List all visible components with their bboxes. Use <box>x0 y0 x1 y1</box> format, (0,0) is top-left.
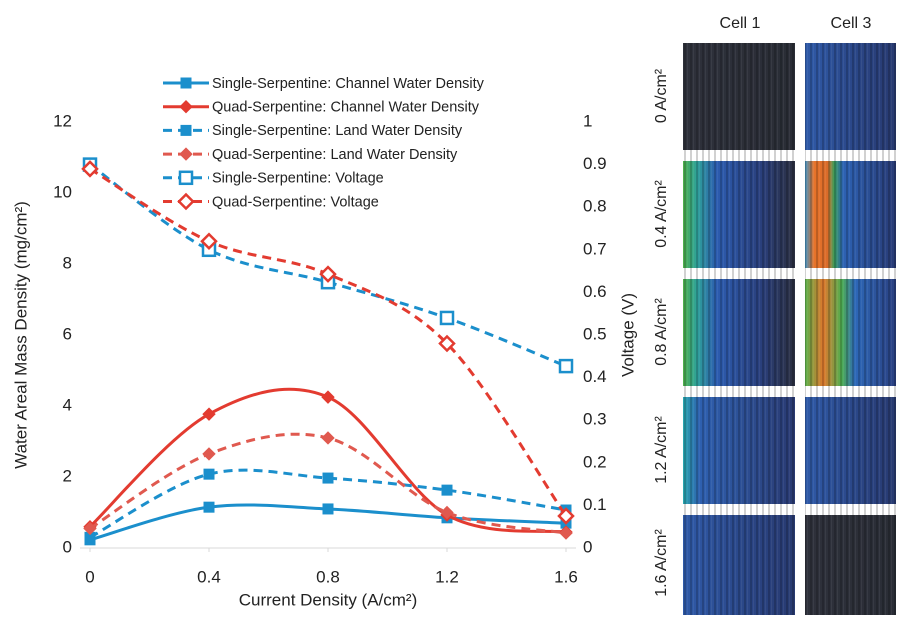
y-tick-label: 2 <box>63 466 72 485</box>
marker <box>180 124 192 136</box>
y2-tick-label: 0.9 <box>583 154 607 173</box>
series-line <box>89 468 567 539</box>
y2-tick-label: 0.2 <box>583 452 607 471</box>
y-tick-label: 4 <box>63 395 72 414</box>
y-axis-title: Water Areal Mass Density (mg/cm²) <box>11 201 30 469</box>
y2-tick-label: 0.5 <box>583 324 607 343</box>
marker <box>202 407 216 421</box>
marker <box>440 505 454 520</box>
marker <box>321 390 335 404</box>
marker <box>83 521 97 536</box>
legend-entry: Quad-Serpentine: Voltage <box>163 192 379 211</box>
legend-label: Single-Serpentine: Voltage <box>212 171 384 187</box>
row-label: 0 A/cm² <box>653 68 670 123</box>
marker <box>180 77 192 89</box>
marker <box>558 358 574 374</box>
row-label: 1.2 A/cm² <box>653 416 670 484</box>
legend-entry: Single-Serpentine: Land Water Density <box>163 123 463 139</box>
y2-tick-label: 0.4 <box>583 367 607 386</box>
image-panel: Cell 1 Cell 3 0 A/cm² 0.4 A/cm² 0.8 A/cm… <box>653 15 896 615</box>
row-label: 0.8 A/cm² <box>653 298 670 366</box>
x-axis-title: Current Density (A/cm²) <box>239 590 418 609</box>
y-tick-label: 6 <box>63 324 72 343</box>
legend-label: Quad-Serpentine: Land Water Density <box>212 147 458 163</box>
y2-tick-label: 0.1 <box>583 495 607 514</box>
x-tick-label: 1.2 <box>435 567 459 586</box>
marker <box>202 447 216 461</box>
y2-tick-label: 0.7 <box>583 239 607 258</box>
marker <box>319 265 337 283</box>
marker <box>200 232 218 251</box>
legend-entry: Single-Serpentine: Voltage <box>163 170 384 187</box>
legend-entry: Single-Serpentine: Channel Water Density <box>163 76 485 92</box>
x-tick-label: 1.6 <box>554 567 578 586</box>
series <box>83 431 573 540</box>
marker <box>321 431 335 445</box>
marker <box>322 472 334 484</box>
legend-entry: Quad-Serpentine: Channel Water Density <box>163 100 480 116</box>
marker <box>557 507 575 525</box>
marker <box>203 501 215 513</box>
marker <box>438 334 456 353</box>
y2-tick-label: 1 <box>583 111 592 130</box>
marker <box>203 468 215 480</box>
column-label: Cell 3 <box>831 15 872 32</box>
marker <box>81 160 99 178</box>
legend-label: Single-Serpentine: Land Water Density <box>212 123 463 139</box>
y-tick-label: 12 <box>53 111 72 130</box>
legend-label: Single-Serpentine: Channel Water Density <box>212 76 485 92</box>
series <box>81 160 575 525</box>
marker <box>178 170 194 186</box>
stripe-overlay <box>683 43 896 615</box>
y-tick-label: 8 <box>63 253 72 272</box>
y2-tick-label: 0 <box>583 537 592 556</box>
y2-tick-label: 0.6 <box>583 282 607 301</box>
series <box>84 501 572 546</box>
y-tick-label: 10 <box>53 182 72 201</box>
y-tick-label: 0 <box>63 537 72 556</box>
marker <box>441 484 453 496</box>
legend-label: Quad-Serpentine: Channel Water Density <box>212 100 480 116</box>
y2-tick-label: 0.8 <box>583 197 607 216</box>
marker <box>179 147 193 161</box>
row-label: 1.6 A/cm² <box>653 529 670 597</box>
column-label: Cell 1 <box>720 15 761 32</box>
marker <box>559 526 573 540</box>
x-tick-label: 0.4 <box>197 567 221 586</box>
marker <box>322 503 334 515</box>
x-tick-label: 0.8 <box>316 567 340 586</box>
legend-label: Quad-Serpentine: Voltage <box>212 194 379 210</box>
marker <box>177 192 195 211</box>
y2-tick-label: 0.3 <box>583 410 607 429</box>
legend-entry: Quad-Serpentine: Land Water Density <box>163 147 458 163</box>
y2-axis-title: Voltage (V) <box>618 293 637 377</box>
x-tick-label: 0 <box>85 567 94 586</box>
marker <box>439 310 455 326</box>
marker <box>179 99 193 114</box>
row-label: 0.4 A/cm² <box>653 180 670 248</box>
